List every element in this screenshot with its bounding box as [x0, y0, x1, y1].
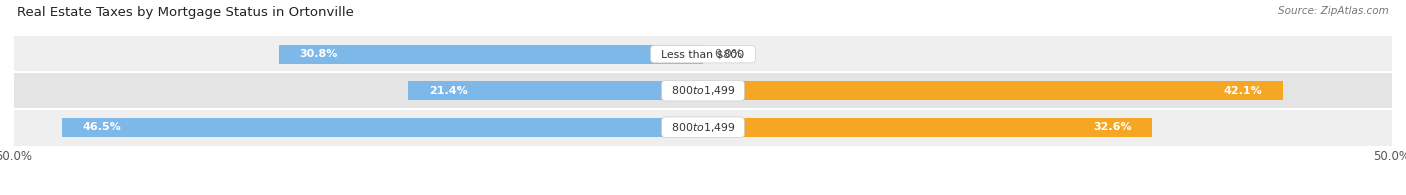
Text: $800 to $1,499: $800 to $1,499	[665, 84, 741, 97]
Text: $800 to $1,499: $800 to $1,499	[665, 121, 741, 134]
Text: 42.1%: 42.1%	[1223, 86, 1263, 96]
Text: Source: ZipAtlas.com: Source: ZipAtlas.com	[1278, 6, 1389, 16]
Text: 30.8%: 30.8%	[299, 49, 337, 59]
Text: 32.6%: 32.6%	[1092, 122, 1132, 132]
Text: 0.0%: 0.0%	[714, 49, 742, 59]
Text: 46.5%: 46.5%	[83, 122, 122, 132]
Bar	[703, 118, 1152, 137]
Bar	[408, 81, 703, 100]
Bar	[14, 72, 1392, 109]
Text: 21.4%: 21.4%	[429, 86, 468, 96]
Bar	[703, 81, 1284, 100]
Bar	[62, 118, 703, 137]
Text: Less than $800: Less than $800	[654, 49, 752, 59]
Bar	[14, 109, 1392, 145]
Bar	[14, 36, 1392, 72]
Bar	[278, 45, 703, 64]
Text: Real Estate Taxes by Mortgage Status in Ortonville: Real Estate Taxes by Mortgage Status in …	[17, 6, 354, 19]
Legend: Without Mortgage, With Mortgage: Without Mortgage, With Mortgage	[574, 193, 832, 195]
